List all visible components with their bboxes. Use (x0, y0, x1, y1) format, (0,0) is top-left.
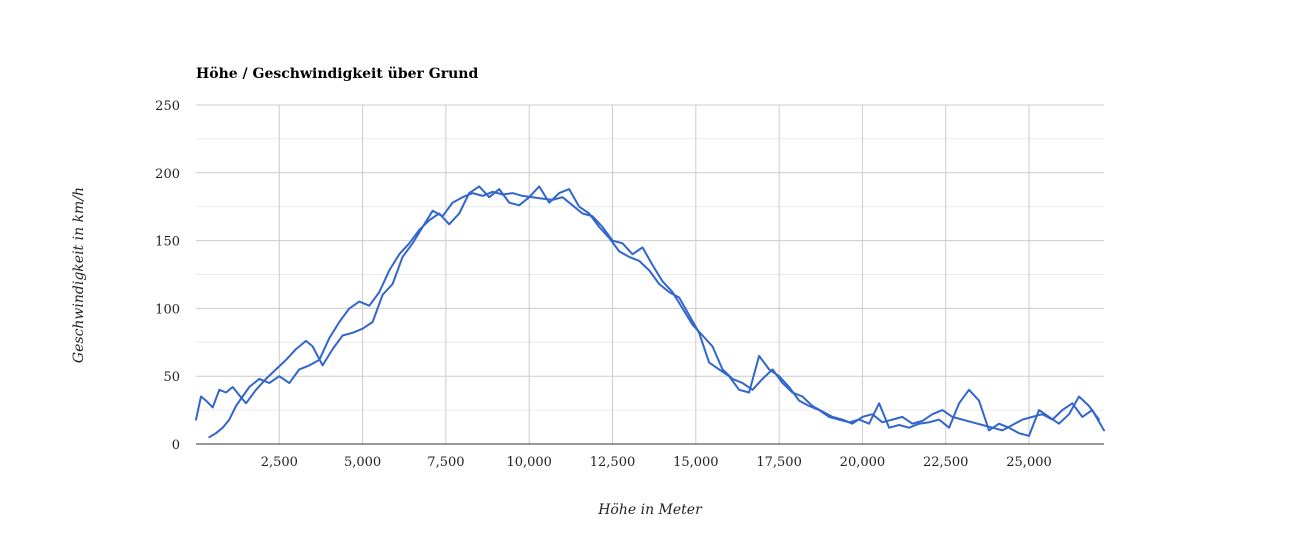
x-tick-label: 7,500 (427, 455, 464, 470)
y-tick-label: 150 (155, 235, 180, 250)
y-tick-label: 50 (163, 370, 180, 385)
x-tick-label: 17,500 (756, 455, 802, 470)
x-tick-label: 15,000 (673, 455, 719, 470)
x-tick-label: 12,500 (590, 455, 636, 470)
series-line-1 (195, 190, 1105, 432)
x-axis-ticks: 2,500 5,000 7,500 10,000 12,500 15,000 17,500 2… (261, 455, 1052, 470)
grid (196, 104, 1104, 444)
x-axis-title: Höhe in Meter (597, 502, 703, 518)
series-line-2 (208, 185, 1100, 439)
y-axis-ticks: 0 50 100 150 200 250 (155, 99, 180, 453)
x-tick-label: 22,500 (923, 455, 969, 470)
y-tick-label: 200 (155, 167, 180, 182)
y-tick-label: 250 (155, 99, 180, 114)
y-axis-title: Geschwindigkeit in km/h (71, 187, 87, 363)
chart-title: Höhe / Geschwindigkeit über Grund (196, 66, 478, 82)
series-lines (195, 185, 1105, 439)
x-tick-label: 10,000 (506, 455, 552, 470)
x-tick-label: 2,500 (261, 455, 298, 470)
x-tick-label: 5,000 (344, 455, 381, 470)
x-tick-label: 20,000 (840, 455, 886, 470)
x-tick-label: 25,000 (1006, 455, 1052, 470)
y-tick-label: 100 (155, 302, 180, 317)
y-tick-label: 0 (172, 438, 180, 453)
